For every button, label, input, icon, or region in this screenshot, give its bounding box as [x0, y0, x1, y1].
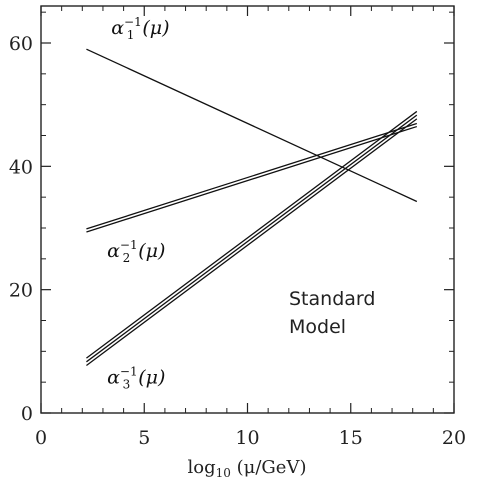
y-tick-label: 60 — [9, 33, 33, 55]
series-label-sub: 3 — [123, 377, 131, 391]
series-line — [86, 122, 418, 230]
x-tick-label: 10 — [235, 427, 259, 449]
series-label-2: α−1 2 (μ) — [107, 238, 165, 265]
series-line — [86, 48, 418, 203]
series-3 — [86, 110, 418, 367]
series-label-arg: (μ) — [138, 366, 165, 388]
x-tick-label: 5 — [138, 427, 150, 449]
series-label-sup: −1 — [120, 364, 138, 378]
series-label-sup: −1 — [120, 238, 138, 252]
series-label-1: α−1 1 (μ) — [111, 15, 169, 42]
x-axis-label-post: (μ/GeV) — [231, 457, 307, 478]
series-label-sup: −1 — [124, 15, 142, 29]
series-label-arg: (μ) — [138, 240, 165, 262]
major-ticks — [40, 6, 455, 414]
series-label-arg: (μ) — [142, 17, 169, 39]
x-tick-label: 15 — [339, 427, 363, 449]
series-lines — [86, 48, 418, 367]
series-label-3: α−1 3 (μ) — [107, 364, 165, 391]
series-label-sub: 2 — [123, 251, 131, 265]
minor-ticks — [41, 6, 454, 413]
series-label-sub: 1 — [127, 28, 135, 42]
y-tick-label: 20 — [9, 280, 33, 302]
series-line — [86, 114, 418, 363]
series-1 — [86, 48, 418, 203]
x-axis-label-pre: log — [188, 457, 216, 478]
x-tick-label: 20 — [442, 427, 466, 449]
series-label-base: α — [107, 240, 120, 262]
x-tick-label: 0 — [35, 427, 47, 449]
annotation-line-1: Standard — [289, 288, 375, 310]
series-line — [86, 125, 418, 233]
series-label-base: α — [107, 366, 120, 388]
series-line — [86, 110, 418, 359]
series-label-base: α — [111, 17, 124, 39]
x-axis-label-sub: 10 — [216, 466, 231, 480]
y-tick-label: 0 — [21, 403, 33, 425]
tick-labels: 0 5 10 15 20 0 20 40 60 — [9, 33, 466, 449]
series-line — [86, 118, 418, 367]
x-axis-label: log10 (μ/GeV) — [188, 457, 307, 480]
annotation-line-2: Model — [289, 316, 346, 338]
plot-frame — [40, 5, 455, 414]
y-tick-label: 40 — [9, 156, 33, 178]
series-2 — [86, 122, 418, 233]
series-labels: α−1 1 (μ)α−1 2 (μ)α−1 3 (μ) — [107, 15, 170, 392]
